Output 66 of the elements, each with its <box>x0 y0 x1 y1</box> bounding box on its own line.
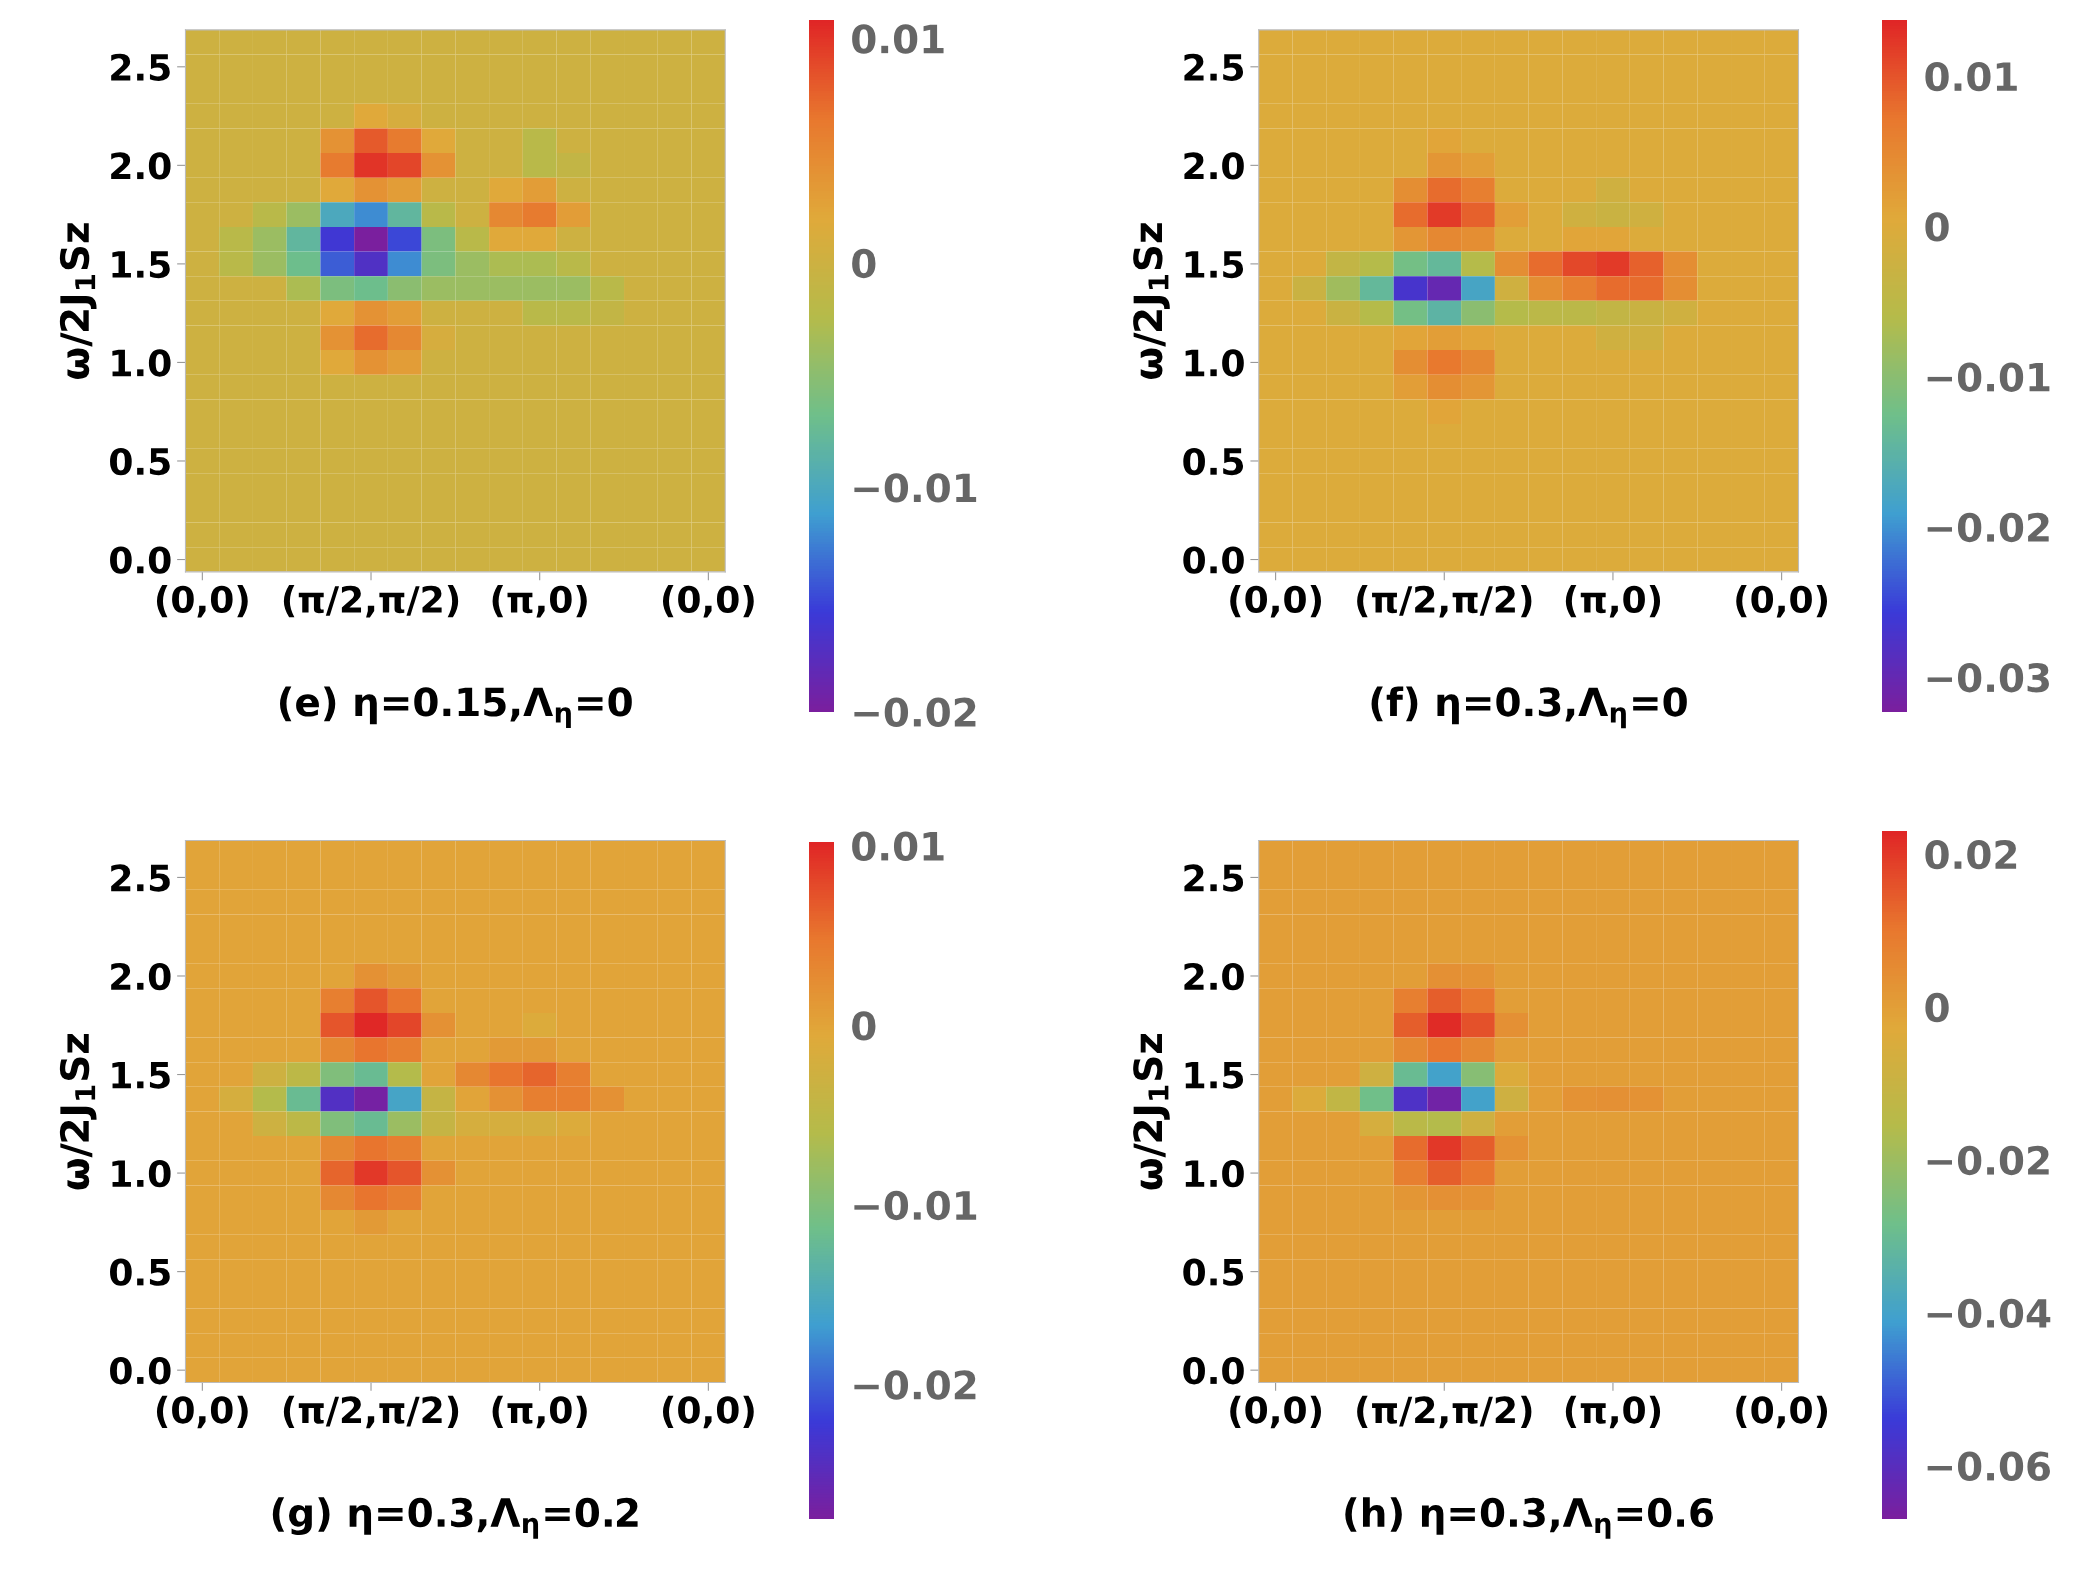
y-tick-label: 1.0 <box>112 349 171 377</box>
x-tick-label: (π,0) <box>1565 1395 1661 1429</box>
y-tick-label: 1.0 <box>1185 349 1244 377</box>
y-tick-label: 0.5 <box>1183 1258 1244 1286</box>
x-tick-label: (0,0) <box>1736 1395 1828 1429</box>
y-axis-title: ω/2J$_{1}$Sz <box>1133 223 1170 379</box>
color-bar-label: −0.02 <box>854 697 976 727</box>
color-bar-label: −0.02 <box>1927 1145 2049 1176</box>
x-tick-label: (π/2,π/2) <box>283 1395 459 1429</box>
y-tick-label: 2.0 <box>111 962 171 991</box>
color-bar-label: 0 <box>1925 212 1949 242</box>
y-tick-label: 0.0 <box>1183 1357 1244 1385</box>
color-bar-label: 0 <box>852 248 876 279</box>
y-tick-label: 0.0 <box>110 1357 171 1385</box>
x-tick-label: (0,0) <box>156 585 248 618</box>
color-bar-label: 0 <box>852 1011 876 1041</box>
y-tick-label: 1.5 <box>112 1061 170 1089</box>
y-tick-label: 1.5 <box>1185 251 1244 279</box>
color-bar-label: −0.01 <box>1927 362 2050 392</box>
y-axis-title: ω/2J$_{1}$Sz <box>59 223 97 379</box>
color-bar-label: 0.01 <box>852 24 944 54</box>
x-tick-label: (π/2,π/2) <box>1357 1395 1532 1429</box>
color-bar-label: −0.04 <box>1927 1298 2051 1329</box>
color-bar-label: −0.01 <box>854 473 977 503</box>
y-tick-label: 2.5 <box>1184 53 1244 82</box>
y-tick-label: 0.0 <box>110 546 171 574</box>
y-tick-label: 2.5 <box>111 53 170 82</box>
color-bar-label: −0.01 <box>854 1190 977 1221</box>
x-tick-label: (0,0) <box>1736 585 1828 618</box>
color-bar-label: 0.01 <box>852 831 944 861</box>
x-tick-label: (π/2,π/2) <box>283 585 459 618</box>
x-tick-label: (0,0) <box>1230 1395 1321 1429</box>
y-tick-label: 1.0 <box>112 1159 171 1188</box>
x-tick-label: (0,0) <box>662 1395 754 1429</box>
x-tick-label: (π,0) <box>492 585 587 618</box>
color-bar-label: −0.03 <box>1927 663 2049 693</box>
y-tick-label: 0.5 <box>1183 447 1244 476</box>
x-tick-label: (π,0) <box>492 1395 587 1429</box>
y-tick-label: 1.0 <box>1185 1159 1244 1188</box>
x-tick-label: (0,0) <box>1230 585 1321 618</box>
color-bar-label: −0.02 <box>1927 512 2049 543</box>
y-axis-title: ω/2J$_{1}$Sz <box>1133 1033 1170 1190</box>
y-tick-label: 0.0 <box>1183 546 1244 574</box>
y-tick-label: 0.5 <box>110 447 170 476</box>
x-tick-label: (π,0) <box>1565 585 1661 618</box>
color-bar-label: 0.01 <box>1925 61 2017 92</box>
y-tick-label: 2.5 <box>1184 864 1244 892</box>
color-bar-label: 0.02 <box>1925 839 2017 870</box>
text: (e) η=0.15,Λ$_{η}$=0 <box>280 686 632 729</box>
y-tick-label: 2.5 <box>111 864 170 892</box>
y-tick-label: 0.5 <box>110 1258 170 1286</box>
y-tick-label: 2.0 <box>111 152 171 180</box>
y-axis-title: ω/2J$_{1}$Sz <box>59 1033 97 1190</box>
x-tick-label: (0,0) <box>156 1395 248 1429</box>
x-tick-label: (π/2,π/2) <box>1357 585 1532 618</box>
text: (g) η=0.3,Λ$_{η}$=0.2 <box>272 1497 638 1539</box>
color-bar-label: 0 <box>1925 992 1949 1023</box>
text: (f) η=0.3,Λ$_{η}$=0 <box>1371 686 1687 729</box>
y-tick-label: 1.5 <box>112 251 170 279</box>
color-bar-label: −0.06 <box>1927 1451 2050 1481</box>
text: (h) η=0.3,Λ$_{η}$=0.6 <box>1345 1497 1713 1539</box>
color-bar-label: −0.02 <box>854 1370 976 1400</box>
x-tick-label: (0,0) <box>662 585 754 618</box>
y-tick-label: 2.0 <box>1184 152 1244 180</box>
y-tick-label: 2.0 <box>1184 962 1244 991</box>
y-tick-label: 1.5 <box>1185 1061 1244 1089</box>
